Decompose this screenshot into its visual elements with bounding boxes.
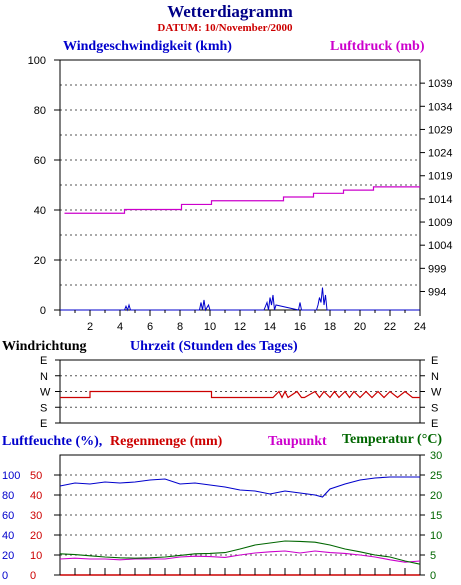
y-tick-label: S: [431, 402, 438, 414]
y-tick-label: 20: [30, 530, 42, 542]
y-tick-label: 1014: [428, 194, 452, 206]
y-tick-label: 50: [30, 470, 42, 482]
x-tick-label: 8: [177, 321, 183, 333]
y-tick-label: 15: [430, 510, 442, 522]
wind-direction-label: Windrichtung: [2, 339, 87, 354]
y-tick-label: 40: [2, 530, 14, 542]
y-tick-label: 20: [2, 550, 14, 562]
x-tick-label: 22: [384, 321, 396, 333]
y-tick-label: W: [431, 387, 442, 399]
grid-layer: [59, 59, 421, 576]
x-tick-label: 4: [117, 321, 123, 333]
chart-title: Wetterdiagramm: [167, 2, 293, 21]
x-tick-label: 6: [147, 321, 153, 333]
x-tick-label: 12: [234, 321, 246, 333]
y-tick-label: 994: [428, 286, 446, 298]
series-line-pressure: [64, 186, 420, 214]
y-tick-label: E: [40, 418, 47, 430]
series-line-wind-speed: [60, 287, 420, 312]
y-tick-label: 60: [2, 510, 14, 522]
temperature-axis-label: Temperatur (°C): [342, 432, 442, 447]
y-tick-label: E: [431, 418, 438, 430]
wind-speed-axis-label: Windgeschwindigkeit (kmh): [63, 39, 232, 54]
y-tick-label: 0: [430, 570, 436, 582]
y-tick-label: N: [40, 371, 48, 383]
x-tick-label: 14: [264, 321, 276, 333]
y-tick-label: 1004: [428, 240, 452, 252]
y-tick-label: 0: [2, 570, 8, 582]
y-tick-label: 40: [34, 205, 46, 217]
series-line-temperature: [59, 540, 421, 565]
x-tick-label: 16: [294, 321, 306, 333]
y-tick-label: 10: [30, 550, 42, 562]
y-tick-label: 0: [30, 570, 36, 582]
y-tick-label: 999: [428, 263, 446, 275]
y-tick-label: 60: [34, 155, 46, 167]
y-tick-label: 1009: [428, 217, 452, 229]
dewpoint-label: Taupunkt: [268, 434, 327, 449]
chart-date: DATUM: 10/November/2000: [157, 22, 293, 34]
y-tick-label: 1019: [428, 171, 452, 183]
pressure-axis-label: Luftdruck (mb): [330, 39, 425, 54]
y-tick-label: 1024: [428, 148, 452, 160]
x-tick-label: 10: [204, 321, 216, 333]
y-tick-label: E: [431, 355, 438, 367]
y-tick-label: 30: [30, 510, 42, 522]
y-tick-label: 30: [430, 450, 442, 462]
y-tick-label: 1029: [428, 124, 452, 136]
rain-axis-label: Regenmenge (mm): [110, 434, 223, 449]
y-tick-label: 100: [28, 55, 46, 67]
y-tick-label: 20: [34, 255, 46, 267]
y-tick-label: 1034: [428, 101, 452, 113]
y-tick-label: 5: [430, 550, 436, 562]
y-tick-label: 20: [430, 490, 442, 502]
y-tick-label: 25: [430, 470, 442, 482]
tick-layer: 0204060801009949991004100910141019102410…: [2, 55, 452, 582]
y-tick-label: 40: [30, 490, 42, 502]
y-tick-label: W: [40, 387, 51, 399]
humidity-axis-label: Luftfeuchte (%),: [2, 434, 102, 449]
series-line-humidity: [59, 476, 420, 498]
x-tick-label: 2: [87, 321, 93, 333]
y-tick-label: 100: [2, 470, 20, 482]
x-tick-label: 20: [354, 321, 366, 333]
series-line-wind-direction: [60, 390, 420, 399]
time-axis-label: Uhrzeit (Stunden des Tages): [130, 339, 298, 354]
y-tick-label: N: [431, 371, 439, 383]
y-tick-label: S: [40, 402, 47, 414]
series-layer: [59, 186, 421, 576]
y-tick-label: E: [40, 355, 47, 367]
y-tick-label: 0: [40, 305, 46, 317]
x-tick-label: 18: [324, 321, 336, 333]
y-tick-label: 80: [34, 105, 46, 117]
y-tick-label: 10: [430, 530, 442, 542]
series-line-dewpoint: [59, 550, 421, 563]
y-tick-label: 80: [2, 490, 14, 502]
x-tick-label: 24: [414, 321, 426, 333]
y-tick-label: 1039: [428, 78, 452, 90]
